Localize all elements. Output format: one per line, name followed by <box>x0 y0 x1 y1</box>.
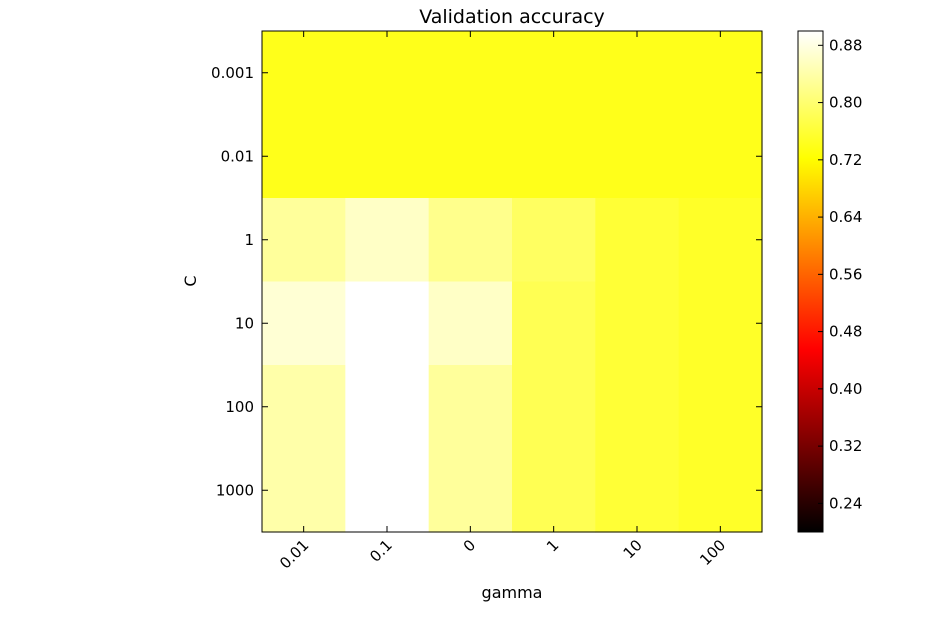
heatmap-cell <box>678 31 763 116</box>
heatmap-cell <box>595 365 680 450</box>
heatmap-cell <box>512 198 596 283</box>
heatmap-cell <box>345 281 430 366</box>
heatmap-cell <box>595 31 680 116</box>
y-axis-label: C <box>181 275 200 286</box>
y-axis: 0.001 0.01 1 10 100 1000 <box>211 64 762 499</box>
colorbar-tick-label: 0.56 <box>829 265 862 283</box>
heatmap-cell <box>262 365 346 450</box>
heatmap-cell <box>262 114 346 199</box>
y-tick-label: 1000 <box>216 481 254 499</box>
heatmap-cell <box>345 365 430 450</box>
colorbar-tick-label: 0.32 <box>829 437 862 455</box>
heatmap-cell <box>345 114 430 199</box>
heatmap-cell <box>512 281 596 366</box>
heatmap-cell <box>428 198 513 283</box>
heatmap-cells <box>262 31 763 533</box>
heatmap-cell <box>595 198 680 283</box>
plot-frame <box>261 30 763 533</box>
heatmap-cell <box>262 448 346 533</box>
heatmap-cell <box>428 281 513 366</box>
heatmap-cell <box>512 365 596 450</box>
heatmap-cell <box>345 31 430 116</box>
x-tick-label: 1 <box>543 536 562 555</box>
heatmap-cell <box>428 365 513 450</box>
heatmap-cell <box>595 281 680 366</box>
colorbar-tick-label: 0.24 <box>829 494 862 512</box>
heatmap-cell <box>262 281 346 366</box>
heatmap-cell <box>345 198 430 283</box>
x-tick-label: 100 <box>696 536 729 569</box>
x-axis-label: gamma <box>482 583 543 602</box>
colorbar-tick-label: 0.64 <box>829 208 862 226</box>
colorbar <box>797 30 824 533</box>
x-tick-label: 10 <box>620 536 646 562</box>
y-tick-label: 0.01 <box>221 147 254 165</box>
heatmap-cell <box>678 281 763 366</box>
heatmap-cell <box>512 31 596 116</box>
colorbar-tick-label: 0.72 <box>829 151 862 169</box>
colorbar-tick-label: 0.80 <box>829 94 862 112</box>
heatmap-cell <box>345 448 430 533</box>
heatmap-cell <box>678 114 763 199</box>
chart-title: Validation accuracy <box>419 6 605 28</box>
heatmap-cell <box>428 31 513 116</box>
y-tick-label: 0.001 <box>211 64 254 82</box>
heatmap-cell <box>595 114 680 199</box>
x-tick-label: 0.1 <box>366 536 396 566</box>
heatmap-cell <box>678 198 763 283</box>
y-tick-label: 1 <box>244 231 254 249</box>
heatmap-cell <box>595 448 680 533</box>
heatmap-cell <box>678 448 763 533</box>
heatmap-cell <box>262 198 346 283</box>
y-tick-label: 10 <box>235 314 254 332</box>
colorbar-tick-label: 0.88 <box>829 36 862 54</box>
heatmap-cell <box>428 114 513 199</box>
y-tick-label: 100 <box>225 398 254 416</box>
heatmap-cell <box>428 448 513 533</box>
heatmap-cell <box>678 365 763 450</box>
heatmap-cell <box>512 448 596 533</box>
heatmap-cell <box>512 114 596 199</box>
colorbar-tick-label: 0.40 <box>829 380 862 398</box>
colorbar-tick-label: 0.48 <box>829 323 862 341</box>
heatmap-cell <box>262 31 346 116</box>
colorbar-ticks: 0.24 0.32 0.40 0.48 0.56 0.64 0.72 0.80 0.88 <box>818 36 862 512</box>
x-tick-label: 0.01 <box>276 536 312 572</box>
x-tick-label: 0 <box>460 536 479 555</box>
